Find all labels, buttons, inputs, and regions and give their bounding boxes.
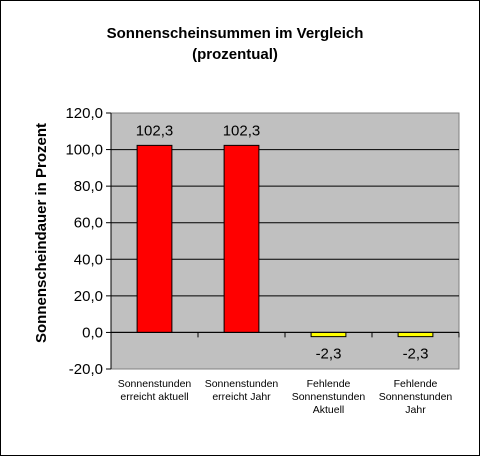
category-label: Sonnenstunden <box>379 391 453 403</box>
category-label: Sonnenstunden <box>118 378 192 390</box>
y-tick-label: 40,0 <box>74 251 103 268</box>
y-tick-label: 60,0 <box>74 215 103 232</box>
y-tick-label: 20,0 <box>74 288 103 305</box>
y-tick-label: 100,0 <box>65 142 103 159</box>
y-tick-label: 0,0 <box>82 324 103 341</box>
category-label: Aktuell <box>313 404 345 416</box>
bar <box>136 144 173 333</box>
bar <box>397 331 434 338</box>
y-axis-label: Sonnenscheindauer in Prozent <box>33 123 50 343</box>
category-label: Fehlende <box>307 378 351 390</box>
category-label: Sonnenstunden <box>205 378 279 390</box>
y-tick-label: -20,0 <box>69 361 103 378</box>
y-tick-label: 120,0 <box>65 105 103 122</box>
category-label: erreicht Jahr <box>212 391 271 403</box>
category-label: Fehlende <box>394 378 438 390</box>
bar <box>223 144 260 333</box>
data-label: 102,3 <box>223 122 261 139</box>
category-label: Sonnenstunden <box>292 391 366 403</box>
category-label: erreicht aktuell <box>120 391 188 403</box>
chart-title-line-1: Sonnenscheinsummen im Vergleich <box>107 25 364 42</box>
data-label: -2,3 <box>403 346 429 363</box>
data-label: -2,3 <box>316 346 342 363</box>
data-label: 102,3 <box>136 122 174 139</box>
y-tick-label: 80,0 <box>74 178 103 195</box>
category-label: Jahr <box>405 404 426 416</box>
bar <box>310 331 347 338</box>
chart-title-line-2: (prozentual) <box>192 46 278 63</box>
